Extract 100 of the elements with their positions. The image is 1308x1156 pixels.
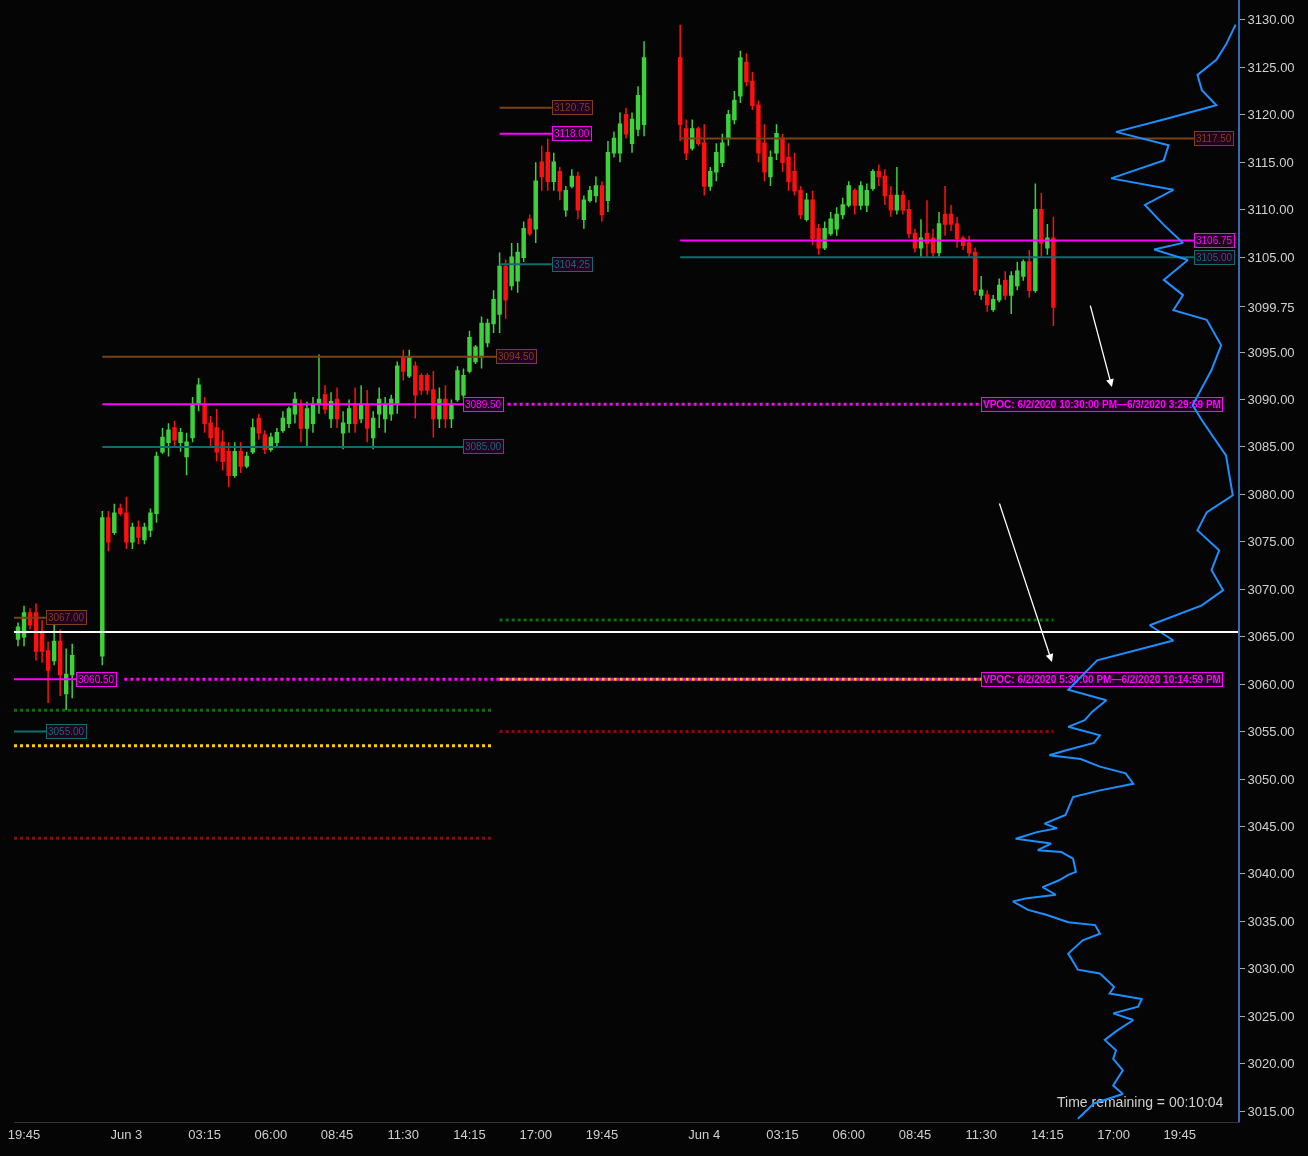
y-tick-label: 3125.00 [1247,59,1295,75]
annotation: 3120.75 [554,102,591,113]
candlestick [804,192,809,223]
candlestick [322,384,328,415]
candlestick [1051,216,1056,327]
candlestick [1003,270,1008,301]
candlestick [587,185,593,204]
x-tick-label: 06:00 [832,1126,865,1142]
candlestick [689,118,695,152]
candlestick [702,123,707,197]
candlestick [617,111,623,163]
candlestick [280,410,286,434]
x-tick-label: 14:15 [453,1126,486,1142]
y-tick-label: 3060.00 [1247,676,1295,692]
candlestick [569,168,575,190]
x-tick-label: 17:00 [519,1126,552,1142]
x-tick-label: 19:45 [1163,1126,1197,1142]
candlestick [774,123,779,161]
y-tick-label: 3015.00 [1247,1103,1295,1119]
candlestick [611,130,617,159]
y-tick-label: 3050.00 [1247,771,1295,787]
candlestick [45,640,51,704]
candlestick [310,396,316,434]
candlestick [172,420,177,448]
candlestick [1033,182,1038,294]
x-tick-label: 17:00 [1097,1126,1130,1142]
candlestick [100,510,105,666]
candlestick [190,396,195,443]
annotation: 3104.25 [554,259,591,270]
x-tick-label: 14:15 [1031,1126,1064,1142]
candlestick [966,235,972,258]
candlestick [274,427,280,448]
candlestick [449,398,454,429]
candlestick [106,510,111,553]
x-tick-label: 19:45 [585,1126,619,1142]
candlestick [1027,249,1032,299]
candlestick [352,386,358,434]
x-tick-label: Jun 4 [688,1126,721,1142]
candlestick [527,213,532,237]
y-tick-label: 3045.00 [1247,818,1295,834]
annotation: 3094.50 [498,351,535,362]
candlestick [738,50,743,104]
candlestick [136,519,141,545]
x-tick-label: 19:45 [7,1126,41,1142]
x-tick-label: 11:30 [387,1126,420,1142]
candlestick [232,441,237,479]
candlestick [545,137,550,192]
candlestick [846,180,851,209]
candlestick [563,185,569,218]
candlestick [250,417,256,455]
annotation: 3089.50 [465,399,502,410]
candlestick [942,185,948,237]
candlestick [683,118,689,161]
candlestick [334,386,340,429]
candlestick [888,185,894,218]
candlestick [948,204,954,232]
y-tick-label: 3040.00 [1247,866,1295,882]
candlestick [990,294,996,313]
candlestick [623,106,629,140]
candlestick [581,194,587,230]
annotation: 3106.75 [1196,235,1233,246]
annotation: 3105.00 [1196,252,1233,263]
candlestick [1039,192,1044,258]
candlestick [978,275,984,301]
y-tick-label: 3075.00 [1247,534,1295,550]
candlestick [882,168,888,206]
candlestick [864,182,870,213]
candlestick [924,199,930,258]
y-tick-label: 3130.00 [1247,12,1295,28]
candlestick [112,503,117,536]
candlestick [244,450,249,469]
candlestick [196,377,201,413]
candlestick [575,170,581,220]
candlestick [304,401,310,448]
candlestick [900,189,906,216]
candlestick [130,522,135,550]
candlestick [382,396,388,434]
candlestick [677,23,683,142]
y-tick-label: 3110.00 [1247,202,1294,218]
annotation: 3060.50 [78,674,115,685]
y-tick-label: 3099.75 [1247,299,1295,315]
candlestick [894,166,900,216]
x-tick-label: 03:15 [188,1126,221,1142]
candlestick [401,348,406,382]
candlestick [635,85,641,137]
candlestick [51,624,57,666]
y-tick-label: 3020.00 [1247,1056,1295,1072]
candlestick [437,386,442,429]
candlestick [876,163,882,187]
candlestick [389,393,394,422]
candlestick [996,277,1002,303]
annotation: 3117.50 [1196,133,1232,144]
candlestick [954,216,960,249]
x-tick-label: 11:30 [965,1126,997,1142]
y-tick-label: 3095.00 [1247,344,1295,360]
candlestick [376,386,382,429]
candlestick [39,619,45,664]
candlestick [539,144,544,192]
y-tick-label: 3030.00 [1247,961,1295,977]
annotation: 3067.00 [48,612,85,623]
